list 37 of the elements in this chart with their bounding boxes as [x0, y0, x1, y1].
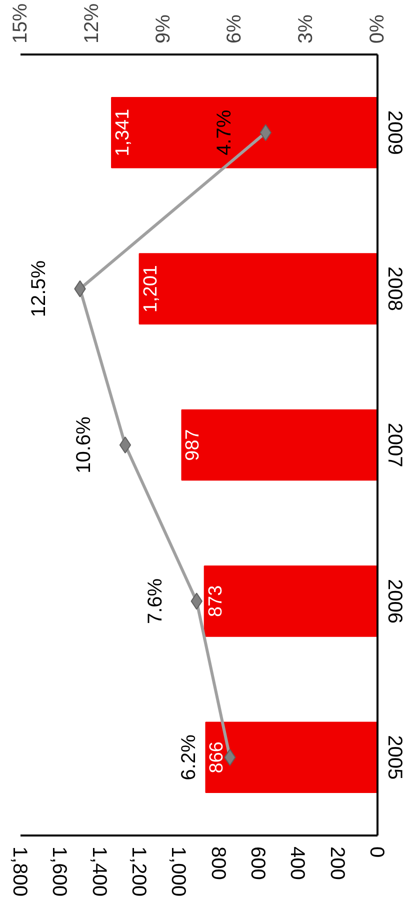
- x2-tick-label: 15%: [10, 3, 32, 44]
- data-label: 866: [206, 742, 228, 774]
- y-tick-label: 2007: [384, 422, 405, 468]
- x2-tick-label: 3%: [295, 14, 318, 44]
- data-label: 1,201: [140, 265, 162, 313]
- data-label: 4.7%: [214, 110, 236, 156]
- data-label: 873: [205, 585, 226, 618]
- bar: [205, 722, 378, 794]
- bar: [138, 253, 378, 324]
- x2-tick-label: 12%: [80, 3, 103, 44]
- x2-tick-label: 6%: [224, 14, 246, 44]
- data-label: 12.5%: [28, 260, 50, 318]
- x-tick-label: 400: [286, 846, 308, 880]
- data-label: 987: [182, 429, 204, 461]
- bar: [181, 409, 378, 481]
- x-tick-label: 200: [326, 846, 348, 880]
- x-tick-label: 600: [246, 846, 268, 880]
- bar: [204, 566, 378, 637]
- x2-tick-label: 9%: [152, 14, 174, 44]
- x-tick-label: 1,400: [88, 846, 110, 897]
- data-label: 7.6%: [144, 578, 167, 624]
- x-tick-label: 1,600: [48, 846, 70, 897]
- point: [119, 436, 132, 454]
- x-tick-label: 1,000: [167, 846, 190, 897]
- data-label: 1,341: [112, 108, 134, 156]
- x-tick-label: 0: [366, 846, 388, 858]
- y-tick-label: 2005: [384, 735, 405, 780]
- y-tick-label: 2008: [384, 266, 405, 312]
- y-tick-label: 2006: [384, 578, 405, 624]
- x2-tick-label: 0%: [366, 14, 388, 44]
- x-tick-label: 1,200: [128, 846, 150, 897]
- bar: [111, 96, 378, 168]
- data-label: 10.6%: [73, 416, 96, 474]
- x-tick-label: 800: [206, 846, 229, 880]
- data-label: 6.2%: [178, 734, 200, 780]
- y-tick-label: 2009: [384, 110, 405, 155]
- x-tick-label: 1,800: [8, 846, 30, 897]
